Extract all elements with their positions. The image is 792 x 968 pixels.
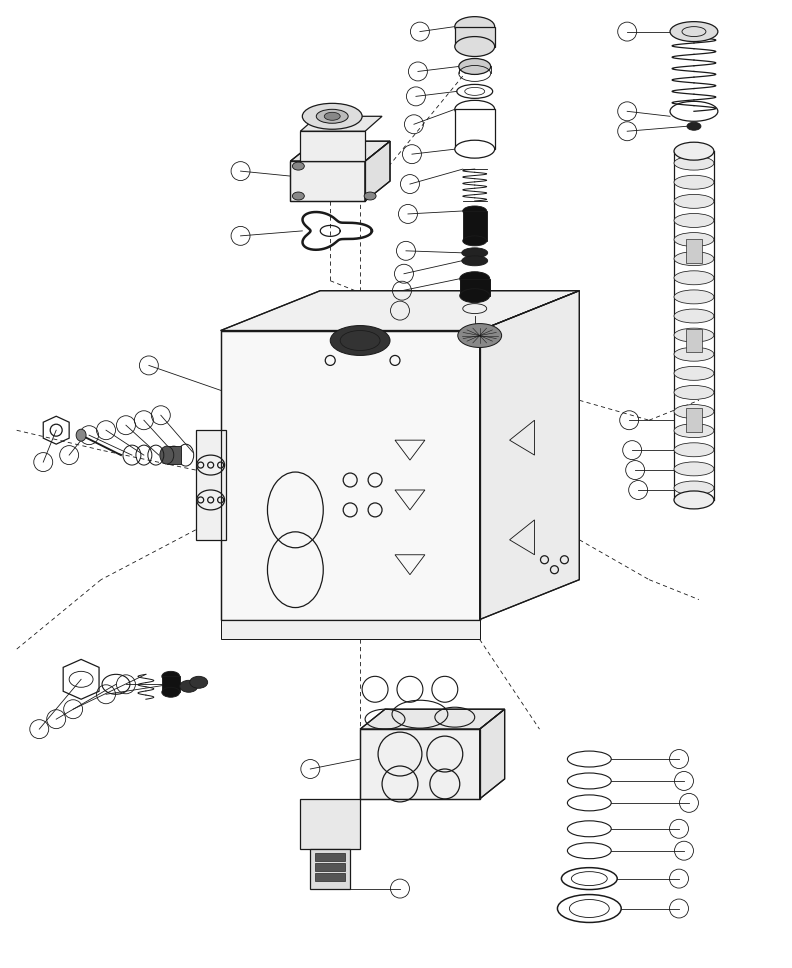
- Ellipse shape: [674, 214, 714, 227]
- Ellipse shape: [364, 192, 376, 200]
- Ellipse shape: [458, 323, 501, 348]
- Ellipse shape: [162, 687, 180, 697]
- Ellipse shape: [160, 446, 173, 464]
- Polygon shape: [291, 161, 365, 201]
- Ellipse shape: [670, 21, 718, 42]
- Ellipse shape: [292, 162, 304, 170]
- Polygon shape: [686, 328, 702, 352]
- Ellipse shape: [674, 442, 714, 457]
- Polygon shape: [167, 446, 181, 464]
- Polygon shape: [291, 141, 390, 161]
- Polygon shape: [460, 279, 489, 295]
- Ellipse shape: [674, 481, 714, 495]
- Ellipse shape: [463, 206, 486, 216]
- Ellipse shape: [674, 348, 714, 361]
- Ellipse shape: [455, 37, 495, 56]
- Ellipse shape: [316, 109, 348, 123]
- Ellipse shape: [674, 328, 714, 342]
- Polygon shape: [360, 729, 480, 799]
- Ellipse shape: [324, 112, 341, 120]
- Ellipse shape: [674, 142, 714, 160]
- Ellipse shape: [674, 175, 714, 189]
- Polygon shape: [196, 430, 226, 540]
- Ellipse shape: [330, 325, 390, 355]
- Ellipse shape: [687, 122, 701, 131]
- Ellipse shape: [674, 232, 714, 247]
- Ellipse shape: [674, 405, 714, 418]
- Ellipse shape: [674, 385, 714, 400]
- Ellipse shape: [76, 429, 86, 441]
- Ellipse shape: [455, 16, 495, 37]
- Ellipse shape: [674, 195, 714, 208]
- Ellipse shape: [455, 101, 495, 118]
- Polygon shape: [300, 116, 382, 132]
- Polygon shape: [455, 26, 495, 46]
- Ellipse shape: [674, 290, 714, 304]
- Ellipse shape: [674, 491, 714, 509]
- Ellipse shape: [303, 104, 362, 130]
- Ellipse shape: [460, 272, 489, 286]
- Ellipse shape: [190, 677, 208, 688]
- Polygon shape: [315, 872, 345, 881]
- Polygon shape: [455, 109, 495, 149]
- Ellipse shape: [292, 192, 304, 200]
- Ellipse shape: [674, 252, 714, 265]
- Polygon shape: [365, 141, 390, 201]
- Ellipse shape: [674, 366, 714, 380]
- Polygon shape: [221, 290, 580, 330]
- Ellipse shape: [463, 236, 486, 246]
- Ellipse shape: [674, 309, 714, 323]
- Polygon shape: [221, 330, 480, 620]
- Polygon shape: [360, 710, 505, 729]
- Polygon shape: [686, 239, 702, 262]
- Ellipse shape: [674, 271, 714, 285]
- Polygon shape: [162, 677, 180, 692]
- Polygon shape: [315, 862, 345, 870]
- Polygon shape: [221, 620, 480, 640]
- Ellipse shape: [674, 462, 714, 476]
- Ellipse shape: [462, 256, 488, 266]
- Ellipse shape: [674, 156, 714, 170]
- Ellipse shape: [674, 424, 714, 438]
- Polygon shape: [300, 132, 365, 161]
- Ellipse shape: [167, 446, 181, 464]
- Ellipse shape: [180, 681, 198, 692]
- Polygon shape: [463, 211, 486, 241]
- Ellipse shape: [455, 140, 495, 158]
- Polygon shape: [315, 853, 345, 861]
- Ellipse shape: [462, 248, 488, 257]
- Ellipse shape: [162, 672, 180, 681]
- Polygon shape: [480, 710, 505, 799]
- Ellipse shape: [460, 288, 489, 303]
- Polygon shape: [300, 799, 360, 849]
- Ellipse shape: [459, 58, 491, 75]
- Polygon shape: [310, 849, 350, 889]
- Polygon shape: [686, 408, 702, 432]
- Polygon shape: [480, 290, 580, 620]
